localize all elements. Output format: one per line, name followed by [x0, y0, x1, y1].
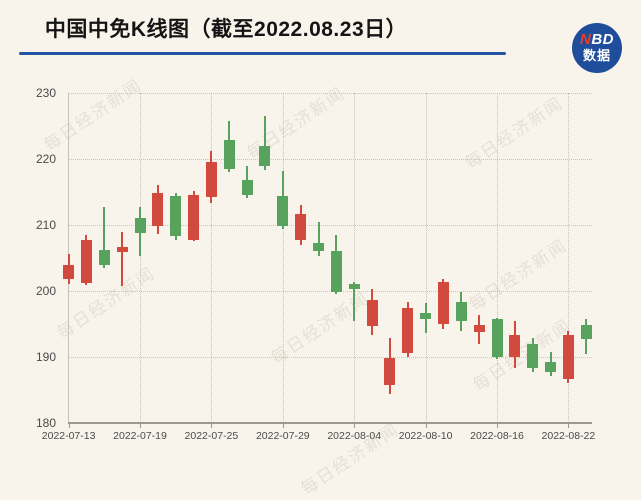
x-axis-tick	[140, 424, 141, 428]
candle-body-down	[580, 325, 592, 339]
gridline-vertical	[354, 93, 356, 423]
x-axis-tick	[568, 424, 570, 428]
candle-body-up	[473, 325, 485, 332]
x-axis-label: 2022-07-19	[113, 430, 167, 442]
watermark-text: 每日经济新闻	[297, 419, 403, 499]
candle-body-down	[491, 319, 503, 357]
candle-body-up	[152, 193, 164, 227]
y-axis-label: 190	[35, 350, 56, 364]
candle-body-down	[134, 218, 146, 233]
candle-body-down	[330, 250, 342, 292]
candle-body-up	[116, 246, 128, 253]
candle-body-down	[241, 180, 253, 196]
candle-wick-down	[353, 281, 356, 321]
gridline-horizontal	[68, 225, 592, 226]
title-underline	[19, 52, 506, 55]
x-axis-line	[68, 422, 592, 424]
watermark-text: 每日经济新闻	[465, 235, 571, 315]
y-axis-label: 180	[35, 416, 56, 430]
candle-body-up	[205, 161, 217, 198]
candle-body-up	[509, 335, 521, 357]
candlestick-chart: 每日经济新闻 每日经济新闻 每日经济新闻 每日经济新闻 每日经济新闻 每日经济新闻 每日经济…	[35, 75, 596, 498]
candle-wick-down	[103, 206, 106, 268]
candle-body-up	[562, 334, 574, 379]
x-axis-label: 2022-08-04	[327, 430, 382, 442]
nbd-logo-n: N	[579, 31, 592, 48]
candle-body-down	[259, 145, 271, 166]
x-axis-label: 2022-07-25	[184, 430, 239, 442]
gridline-vertical	[282, 93, 284, 423]
candle-body-down	[348, 283, 360, 289]
x-axis-tick	[497, 424, 498, 428]
gridline-horizontal	[68, 357, 592, 358]
x-axis-label: 2022-08-10	[398, 430, 453, 442]
candle-body-up	[402, 308, 414, 354]
x-axis-tick	[68, 424, 70, 428]
y-axis-label: 220	[35, 152, 56, 166]
candle-wick-down	[263, 116, 266, 171]
x-axis-label: 2022-08-16	[470, 430, 524, 442]
x-axis-label: 2022-07-13	[41, 430, 96, 442]
candle-body-down	[170, 195, 182, 236]
gridline-horizontal	[68, 93, 592, 94]
candle-body-down	[420, 312, 432, 319]
nbd-logo-bd: BD	[591, 31, 614, 48]
candle-body-up	[437, 282, 449, 324]
candle-wick-up	[121, 232, 124, 286]
x-axis-tick	[354, 424, 356, 428]
x-axis-label: 2022-07-29	[255, 430, 310, 442]
gridline-vertical	[568, 93, 570, 423]
candle-body-up	[384, 358, 396, 386]
candle-body-down	[545, 361, 557, 372]
candle-body-up	[63, 264, 75, 280]
x-axis-tick	[425, 424, 427, 428]
watermark-text: 每日经济新闻	[40, 75, 146, 155]
candle-body-down	[527, 343, 539, 368]
candle-wick-down	[317, 221, 320, 256]
nbd-logo: NBD 数据	[572, 23, 622, 73]
watermark-text: 每日经济新闻	[469, 315, 575, 395]
watermark-text: 每日经济新闻	[243, 83, 349, 163]
x-axis-tick	[211, 424, 213, 428]
candle-body-up	[188, 195, 200, 240]
gridline-horizontal	[68, 291, 592, 292]
watermark-text: 每日经济新闻	[461, 93, 567, 173]
nbd-logo-text: NBD	[572, 32, 622, 48]
gridline-vertical	[425, 93, 427, 423]
candle-body-down	[455, 302, 467, 321]
y-axis-label: 200	[35, 284, 56, 298]
candle-body-down	[98, 250, 110, 266]
gridline-vertical	[211, 93, 213, 423]
page: { "title": "中国中免K线图（截至2022.08.23日）", "lo…	[19, 18, 622, 499]
y-axis-label: 210	[35, 218, 56, 232]
page-title: 中国中免K线图（截至2022.08.23日）	[44, 18, 408, 41]
candle-body-up	[366, 299, 378, 326]
y-axis-label: 230	[35, 86, 56, 100]
candle-body-down	[277, 195, 289, 226]
gridline-vertical	[497, 93, 498, 423]
gridline-vertical	[140, 93, 141, 423]
gridline-horizontal	[68, 159, 592, 160]
x-axis-label: 2022-08-22	[541, 430, 596, 442]
candle-body-down	[313, 243, 324, 251]
x-axis-tick	[282, 424, 284, 428]
nbd-logo-subtitle: 数据	[582, 48, 611, 63]
candle-body-down	[223, 139, 235, 169]
candle-body-up	[295, 214, 307, 240]
candle-body-up	[80, 239, 92, 284]
